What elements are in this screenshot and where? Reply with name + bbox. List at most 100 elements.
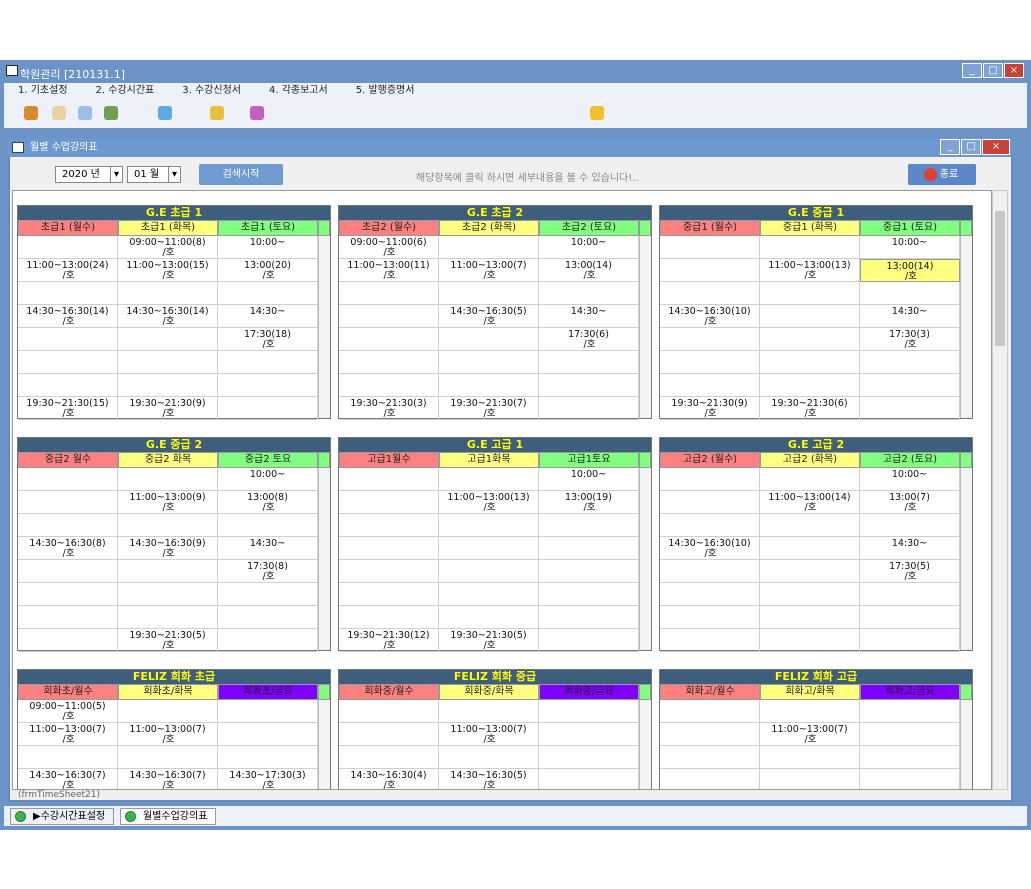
schedule-cell[interactable] — [18, 374, 118, 397]
schedule-cell[interactable] — [860, 374, 960, 397]
schedule-cell[interactable] — [760, 374, 860, 397]
schedule-cell[interactable] — [539, 723, 639, 746]
schedule-cell[interactable]: 14:30~16:30(14)/호 — [118, 305, 218, 328]
schedule-cell[interactable] — [439, 537, 539, 560]
column-header[interactable]: 초급1 (화목) — [118, 220, 218, 236]
schedule-cell[interactable] — [539, 282, 639, 305]
schedule-cell[interactable] — [339, 305, 439, 328]
column-header[interactable]: 중급2 토요 — [218, 452, 318, 468]
schedule-cell[interactable] — [660, 700, 760, 723]
tool-icon[interactable] — [158, 106, 172, 120]
schedule-cell[interactable] — [218, 700, 318, 723]
schedule-cell[interactable]: 14:30~16:30(14)/호 — [18, 305, 118, 328]
schedule-cell[interactable] — [539, 397, 639, 420]
schedule-cell[interactable] — [760, 328, 860, 351]
child-close[interactable]: × — [982, 139, 1010, 155]
schedule-cell[interactable] — [218, 514, 318, 537]
schedule-cell[interactable] — [660, 769, 760, 789]
schedule-cell[interactable] — [860, 746, 960, 769]
column-header[interactable]: 중급2 월수 — [18, 452, 118, 468]
schedule-cell[interactable] — [860, 282, 960, 305]
schedule-cell[interactable] — [339, 468, 439, 491]
schedule-cell[interactable] — [439, 374, 539, 397]
child-maximize[interactable]: □ — [961, 139, 981, 155]
schedule-cell[interactable] — [18, 514, 118, 537]
tool-icon[interactable] — [210, 106, 224, 120]
schedule-cell[interactable]: 10:00~ — [539, 468, 639, 491]
schedule-cell[interactable] — [18, 583, 118, 606]
schedule-cell[interactable] — [539, 514, 639, 537]
schedule-cell[interactable]: 11:00~13:00(13)/호 — [760, 259, 860, 282]
month-select[interactable]: 01 월 ▾ — [127, 166, 181, 183]
schedule-cell[interactable] — [339, 514, 439, 537]
schedule-cell[interactable] — [660, 282, 760, 305]
schedule-cell[interactable]: 11:00~13:00(9)/호 — [118, 491, 218, 514]
schedule-cell[interactable]: 09:00~11:00(6)/호 — [339, 236, 439, 259]
schedule-cell[interactable]: 19:30~21:30(15)/호 — [18, 397, 118, 420]
schedule-cell[interactable] — [660, 723, 760, 746]
schedule-cell[interactable] — [760, 606, 860, 629]
schedule-cell[interactable] — [439, 606, 539, 629]
schedule-cell[interactable] — [760, 629, 860, 652]
schedule-cell[interactable]: 19:30~21:30(5)/호 — [439, 629, 539, 652]
column-header[interactable]: 회화고/월수 — [660, 684, 760, 700]
schedule-cell[interactable]: 14:30~16:30(5)/호 — [439, 769, 539, 789]
schedule-cell[interactable]: 14:30~ — [539, 305, 639, 328]
schedule-cell[interactable] — [439, 514, 539, 537]
schedule-cell[interactable] — [539, 583, 639, 606]
schedule-cell[interactable] — [439, 282, 539, 305]
column-header[interactable]: 초급1 (월수) — [18, 220, 118, 236]
schedule-cell[interactable] — [339, 723, 439, 746]
schedule-cell[interactable] — [760, 514, 860, 537]
schedule-cell[interactable] — [339, 560, 439, 583]
schedule-cell[interactable] — [339, 282, 439, 305]
tab[interactable]: ▶수강시간표설정 — [10, 808, 114, 825]
schedule-cell[interactable]: 11:00~13:00(7)/호 — [760, 723, 860, 746]
schedule-cell[interactable]: 10:00~ — [860, 468, 960, 491]
schedule-cell[interactable]: 11:00~13:00(13)/호 — [439, 491, 539, 514]
column-header[interactable]: 초급1 (토요) — [218, 220, 318, 236]
schedule-cell[interactable] — [18, 351, 118, 374]
schedule-cell[interactable] — [339, 351, 439, 374]
schedule-cell[interactable] — [118, 351, 218, 374]
column-header[interactable]: 초급2 (화목) — [439, 220, 539, 236]
schedule-cell[interactable] — [118, 374, 218, 397]
child-minimize[interactable]: _ — [940, 139, 960, 155]
schedule-cell[interactable] — [18, 328, 118, 351]
schedule-cell[interactable]: 10:00~ — [218, 236, 318, 259]
schedule-cell[interactable] — [18, 746, 118, 769]
tool-icon[interactable] — [250, 106, 264, 120]
column-header[interactable]: 중급1 (월수) — [660, 220, 760, 236]
schedule-cell[interactable] — [760, 537, 860, 560]
tool-icon[interactable] — [104, 106, 118, 120]
schedule-cell[interactable] — [118, 700, 218, 723]
schedule-cell[interactable]: 13:00(20)/호 — [218, 259, 318, 282]
schedule-cell[interactable] — [660, 236, 760, 259]
schedule-cell[interactable] — [860, 514, 960, 537]
schedule-cell[interactable]: 17:30(6)/호 — [539, 328, 639, 351]
schedule-cell[interactable]: 13:00(8)/호 — [218, 491, 318, 514]
maximize-button[interactable]: □ — [983, 63, 1003, 78]
schedule-cell[interactable] — [660, 606, 760, 629]
column-header[interactable]: 회화고/금요 — [860, 684, 960, 700]
schedule-cell[interactable]: 14:30~16:30(10)/호 — [660, 305, 760, 328]
scrollbar[interactable] — [992, 190, 1008, 790]
column-header[interactable]: 회화중/화목 — [439, 684, 539, 700]
schedule-cell[interactable] — [439, 746, 539, 769]
schedule-cell[interactable] — [860, 583, 960, 606]
schedule-cell[interactable] — [439, 468, 539, 491]
schedule-cell[interactable] — [860, 629, 960, 652]
schedule-cell[interactable] — [760, 583, 860, 606]
schedule-cell[interactable] — [539, 769, 639, 789]
schedule-cell[interactable]: 19:30~21:30(7)/호 — [439, 397, 539, 420]
column-header[interactable]: 초급2 (월수) — [339, 220, 439, 236]
schedule-cell[interactable]: 17:30(5)/호 — [860, 560, 960, 583]
schedule-cell[interactable] — [660, 468, 760, 491]
schedule-cell[interactable] — [539, 374, 639, 397]
schedule-cell[interactable]: 11:00~13:00(24)/호 — [18, 259, 118, 282]
schedule-cell[interactable] — [439, 583, 539, 606]
schedule-cell[interactable] — [860, 700, 960, 723]
schedule-cell[interactable] — [218, 629, 318, 652]
exit-button[interactable]: 종료 — [908, 164, 976, 185]
schedule-cell[interactable]: 13:00(7)/호 — [860, 491, 960, 514]
